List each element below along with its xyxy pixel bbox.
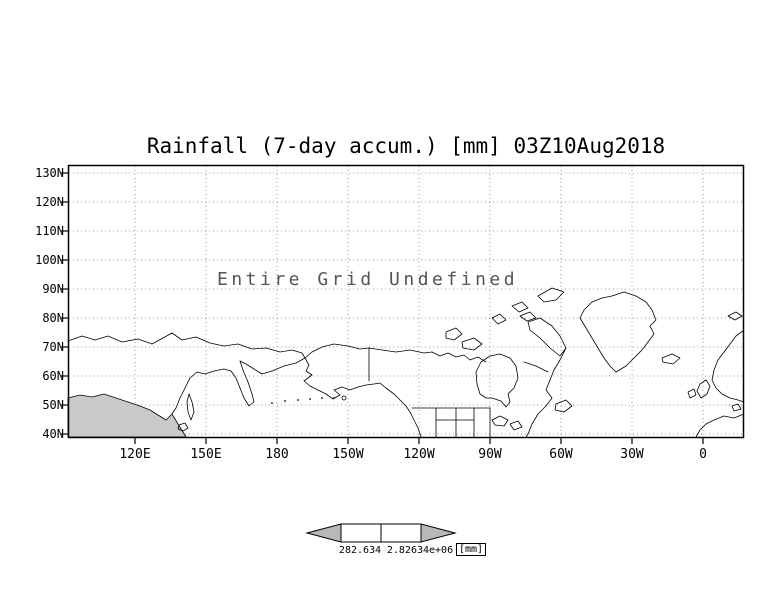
lon-label-30w: 30W [620, 447, 644, 462]
lon-label-0: 0 [699, 447, 707, 462]
coastlines [67, 287, 745, 438]
lat-label-40n: 40N [42, 427, 64, 441]
lon-label-120e: 120E [119, 447, 151, 462]
lon-label-180: 180 [265, 447, 289, 462]
colorbar-arrow [305, 523, 457, 543]
lat-label-110n: 110N [35, 224, 64, 238]
grid-undefined-message: Entire Grid Undefined [217, 269, 519, 290]
lat-label-50n: 50N [42, 398, 64, 412]
lon-label-90w: 90W [478, 447, 502, 462]
colorbar-tick-right: 2.82634e+06 [386, 545, 454, 556]
lat-label-80n: 80N [42, 311, 64, 325]
plot-title: Rainfall (7-day accum.) [mm] 03Z10Aug201… [146, 134, 666, 158]
colorbar-segment-1 [340, 523, 382, 543]
axis-ticks [61, 172, 704, 444]
lon-label-120w: 120W [403, 447, 435, 462]
lat-label-90n: 90N [42, 282, 64, 296]
lat-label-130n: 130N [35, 166, 64, 180]
map-frame [67, 164, 745, 439]
colorbar-unit-label: [mm] [456, 543, 487, 556]
lon-label-150w: 150W [332, 447, 364, 462]
colorbar-left-arrowhead [305, 523, 342, 543]
lat-label-70n: 70N [42, 340, 64, 354]
aleutian-islands [271, 397, 335, 404]
lat-label-60n: 60N [42, 369, 64, 383]
lon-label-150e: 150E [190, 447, 222, 462]
shaded-landmass [67, 393, 187, 438]
lon-label-60w: 60W [549, 447, 573, 462]
colorbar-tick-left: 282.634 [338, 545, 382, 556]
lat-label-100n: 100N [35, 253, 64, 267]
colorbar-right-arrowhead [420, 523, 457, 543]
colorbar-segment-2 [380, 523, 422, 543]
lat-label-120n: 120N [35, 195, 64, 209]
graticule-grid [69, 166, 743, 436]
